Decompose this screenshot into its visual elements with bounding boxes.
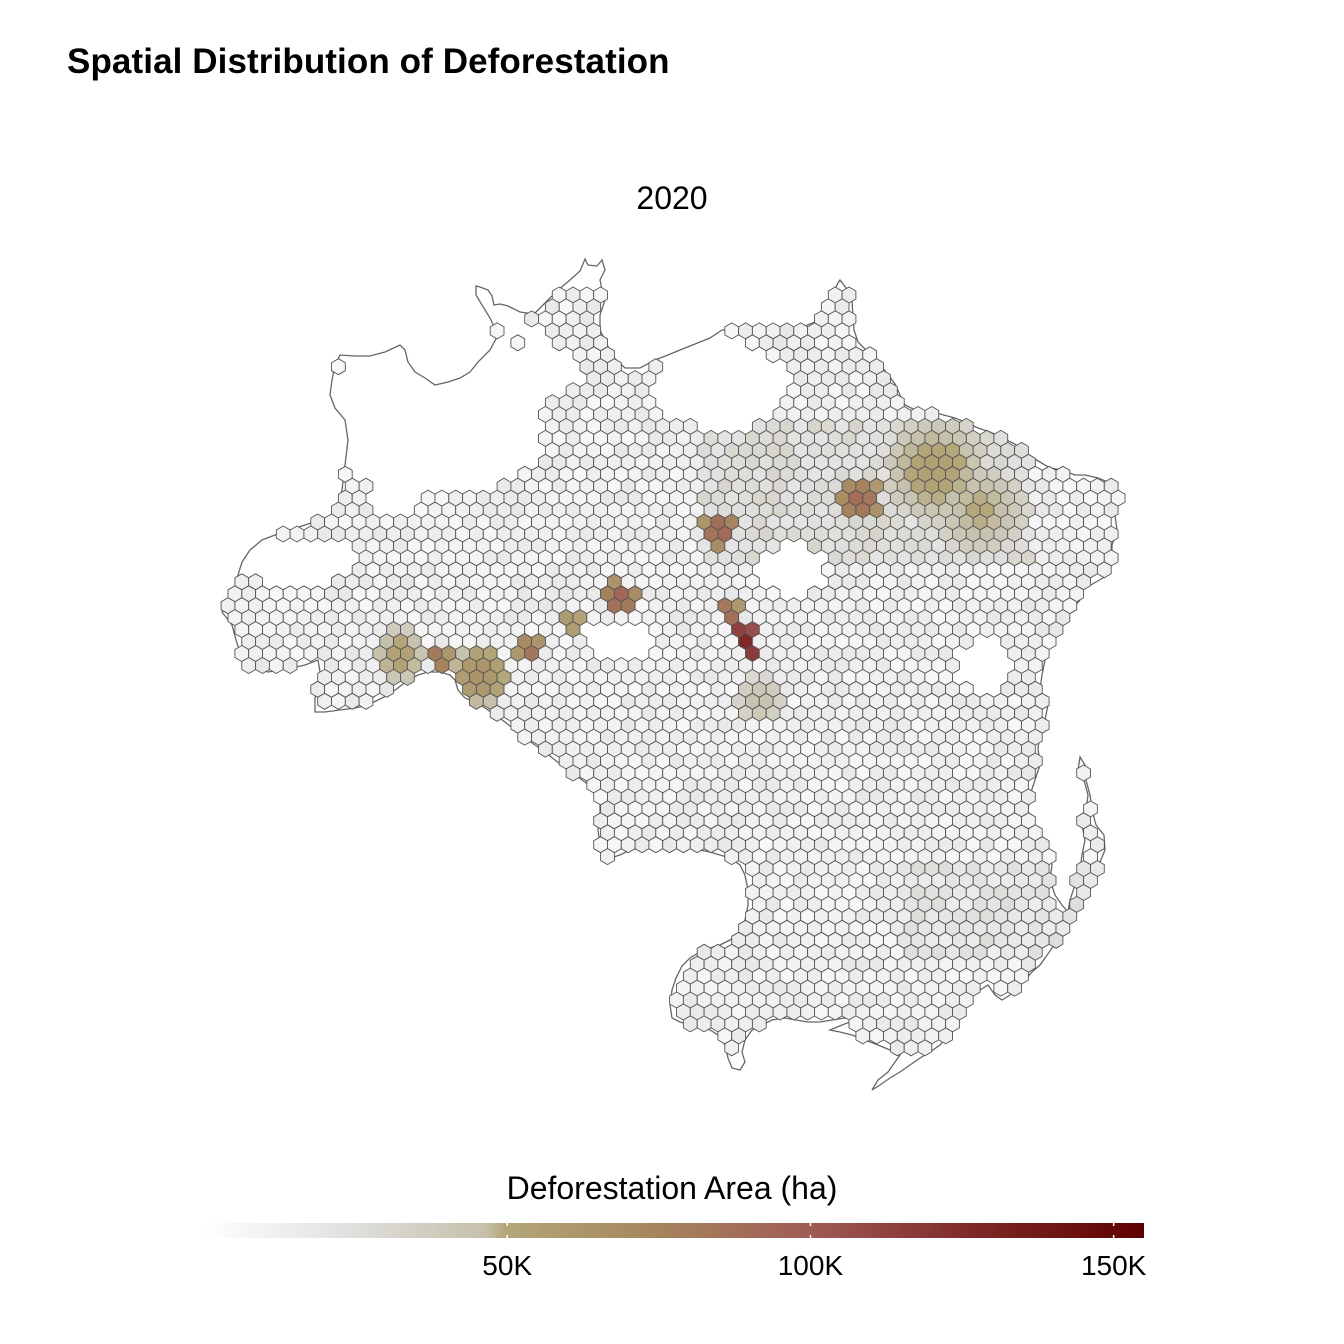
hex-cell xyxy=(538,740,553,758)
hex-cell xyxy=(627,609,643,627)
hex-cell xyxy=(751,1015,767,1033)
hex-cell xyxy=(703,836,719,854)
hex-cell xyxy=(489,322,505,340)
legend-tick-label: 100K xyxy=(777,1250,844,1281)
legend-title: Deforestation Area (ha) xyxy=(506,1170,838,1206)
hex-cell xyxy=(724,1039,740,1057)
hex-cell xyxy=(682,1015,698,1033)
hex-cell xyxy=(524,310,539,328)
hex-cell xyxy=(282,656,298,675)
hex-cell xyxy=(469,692,484,710)
hex-cell xyxy=(565,764,581,782)
hex-cell xyxy=(765,537,781,555)
hex-cell xyxy=(331,692,346,710)
hex-cell xyxy=(275,525,291,543)
hex-cell xyxy=(786,525,802,543)
facet-label: 2020 xyxy=(636,180,708,216)
hex-cell xyxy=(303,525,319,543)
hex-cell xyxy=(620,836,636,854)
hex-cell xyxy=(676,836,691,854)
hex-cell xyxy=(613,609,629,627)
hex-cell xyxy=(289,525,305,543)
hex-cell xyxy=(1096,561,1112,579)
hex-cell xyxy=(648,836,664,854)
hex-cell xyxy=(600,609,615,627)
hex-cell xyxy=(586,609,602,627)
hex-cell xyxy=(344,692,360,710)
hex-cell xyxy=(903,1039,919,1057)
hex-cell xyxy=(358,692,374,710)
hex-cell xyxy=(662,836,677,854)
legend-tick-label: 150K xyxy=(1080,1250,1147,1281)
hex-cell xyxy=(772,1003,788,1021)
hex-cell xyxy=(696,1015,712,1033)
hex-cell xyxy=(434,656,450,675)
hex-cell xyxy=(689,836,705,854)
hex-cell xyxy=(241,656,257,675)
hex-cell xyxy=(1007,979,1022,997)
hex-cell xyxy=(917,1039,933,1057)
hex-cell xyxy=(317,692,332,710)
hex-cell xyxy=(517,728,533,746)
hex-cell xyxy=(938,1027,953,1045)
hex-cell xyxy=(979,621,995,639)
hex-cell xyxy=(551,334,567,352)
hex-cell xyxy=(800,1003,815,1021)
hex-cell xyxy=(489,704,505,722)
hex-cell xyxy=(889,1039,905,1057)
hex-cell xyxy=(993,979,1009,997)
hex-cell xyxy=(420,656,436,675)
hex-cell xyxy=(268,656,284,675)
hex-cell xyxy=(869,1027,884,1045)
hex-cell xyxy=(379,680,395,698)
hex-cell xyxy=(814,1003,829,1021)
hex-cell xyxy=(745,334,760,352)
hex-cell xyxy=(1048,931,1064,949)
hex-cell xyxy=(827,1003,843,1021)
hex-cell xyxy=(855,1027,871,1045)
hex-cell xyxy=(303,644,319,663)
hex-cell xyxy=(331,525,346,543)
legend-tick-label: 50K xyxy=(482,1250,533,1281)
hex-cell xyxy=(600,848,615,866)
hex-cell xyxy=(958,632,974,651)
hex-cell xyxy=(786,1003,802,1021)
hex-cell xyxy=(724,322,740,340)
hex-cell xyxy=(807,537,822,555)
hex-grid xyxy=(220,286,1126,1057)
hex-cell xyxy=(400,668,415,686)
hex-cell xyxy=(510,334,526,352)
chart-title: Spatial Distribution of Deforestation xyxy=(67,42,670,81)
hex-cell xyxy=(724,848,740,866)
hex-cell xyxy=(317,525,332,543)
hex-cell xyxy=(765,346,781,364)
hex-cell xyxy=(255,656,270,675)
hex-cell xyxy=(634,836,650,854)
hex-cell xyxy=(1076,764,1091,782)
hex-cell xyxy=(331,358,346,376)
legend-colorbar xyxy=(204,1223,1144,1238)
